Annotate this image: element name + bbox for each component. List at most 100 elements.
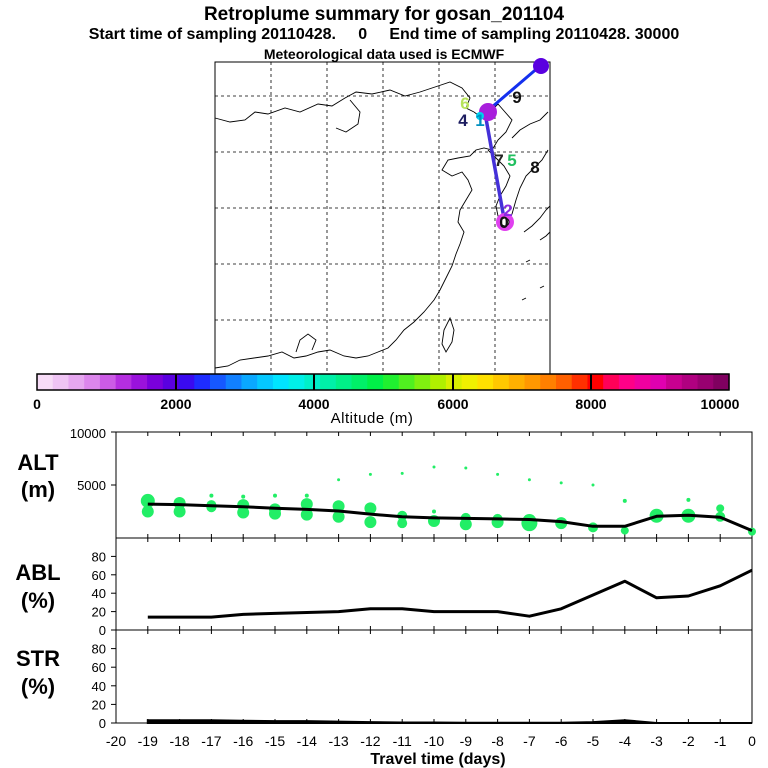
plume-cluster-point (332, 510, 345, 523)
colorbar-tick-label: 0 (33, 396, 41, 412)
y-tick-label: 0 (99, 716, 106, 731)
x-tick-label: -7 (523, 733, 536, 749)
plume-cluster-point (397, 518, 408, 529)
panel-title: STR (16, 646, 60, 671)
x-tick-label: -10 (424, 733, 444, 749)
plume-cluster-point (141, 505, 154, 518)
day-label: 6 (460, 94, 469, 113)
y-tick-label: 80 (92, 642, 106, 657)
panel-units: (m) (21, 477, 55, 502)
x-tick-label: -13 (328, 733, 348, 749)
colorbar-cell (257, 374, 274, 390)
y-tick-label: 80 (92, 549, 106, 564)
day-label: 2 (503, 201, 512, 220)
x-tick-label: -3 (650, 733, 663, 749)
y-tick-label: 0 (99, 623, 106, 638)
x-tick-label: -16 (233, 733, 253, 749)
colorbar-cell (540, 374, 557, 390)
x-tick-label: -2 (682, 733, 695, 749)
x-tick-label: -19 (138, 733, 158, 749)
colorbar-cell (99, 374, 117, 390)
colorbar-cell (68, 374, 85, 390)
plume-cluster-point (686, 497, 691, 502)
x-axis-label: Travel time (days) (370, 751, 505, 768)
colorbar-cell (351, 374, 368, 390)
y-tick-label: 5000 (77, 478, 106, 493)
y-tick-label: 10000 (70, 426, 106, 441)
series-area (146, 719, 752, 724)
page-title: Retroplume summary for gosan_201104 (203, 4, 565, 25)
plume-cluster-point (464, 466, 468, 470)
colorbar-cell (430, 374, 447, 390)
colorbar-cell (37, 374, 54, 390)
colorbar-cell (320, 374, 337, 390)
x-tick-label: -12 (360, 733, 380, 749)
colorbar-tick-label: 2000 (160, 396, 191, 412)
plume-cluster-point (527, 478, 531, 482)
plume-cluster-point (237, 506, 250, 519)
day-label: 5 (507, 151, 516, 170)
plume-cluster-point (273, 493, 277, 498)
colorbar-cell (52, 374, 70, 390)
series-line (147, 502, 753, 532)
day-label: 0 (499, 213, 508, 232)
colorbar-cell (571, 374, 589, 390)
panel-title: ALT (17, 450, 59, 475)
x-tick-label: -15 (265, 733, 285, 749)
colorbar-cell (461, 374, 478, 390)
colorbar-tick-label: 6000 (437, 396, 468, 412)
y-tick-label: 60 (92, 660, 106, 675)
x-tick-label: -11 (393, 733, 412, 749)
plume-cluster-point (559, 481, 563, 485)
y-tick-label: 20 (92, 605, 106, 620)
y-tick-label: 60 (92, 568, 106, 583)
x-tick-label: -17 (201, 733, 221, 749)
panel-title: ABL (15, 560, 60, 585)
day-label: 4 (458, 111, 468, 130)
colorbar-cell (272, 374, 290, 390)
met-data-line: Meteorological data used is ECMWF (263, 46, 505, 62)
str-panel-frame (115, 629, 753, 724)
colorbar-cell (367, 374, 384, 390)
colorbar-cell (713, 374, 730, 390)
panel-units: (%) (21, 674, 55, 699)
day-labels: 64 1 9 7 5 8 02 (458, 88, 539, 232)
colorbar-cell (556, 374, 573, 390)
x-tick-label: -6 (555, 733, 568, 749)
plume-cluster-point (400, 471, 404, 475)
colorbar-cell (115, 374, 132, 390)
trajectory-lines (483, 64, 542, 226)
day-label: 8 (530, 158, 539, 177)
y-tick-label: 40 (92, 586, 106, 601)
day-label: 7 (494, 151, 503, 170)
x-tick-label: 0 (748, 733, 756, 749)
colorbar-cell (493, 374, 510, 390)
colorbar-cell (178, 374, 195, 390)
y-tick-label: 20 (92, 697, 106, 712)
plume-cluster-point (300, 498, 313, 511)
sampling-time-line: Start time of sampling 20110428. 0 End t… (88, 26, 680, 43)
colorbar-cell (335, 374, 353, 390)
x-tick-label: -14 (297, 733, 317, 749)
colorbar-cell (131, 374, 148, 390)
colorbar-cell (524, 374, 541, 390)
panel-units: (%) (21, 588, 55, 613)
series-line (147, 568, 753, 619)
colorbar-cell (477, 374, 494, 390)
y-tick-label: 40 (92, 679, 106, 694)
plume-cluster-point (496, 472, 500, 476)
x-tick-label: -1 (714, 733, 727, 749)
x-tick-label: -8 (491, 733, 504, 749)
plume-cluster-point (716, 504, 725, 513)
plume-cluster-point (364, 502, 377, 515)
x-tick-label: -4 (619, 733, 632, 749)
colorbar-cell (587, 374, 604, 390)
plume-cluster-point (368, 472, 372, 476)
altitude-colorbar: 0 2000 4000 6000 8000 10000 Altitude (m) (33, 373, 740, 427)
colorbar-cell (681, 374, 699, 390)
x-tick-label: -18 (169, 733, 189, 749)
plume-cluster-point (300, 508, 313, 521)
trajectory-points (476, 58, 549, 231)
x-tick-label: -20 (106, 733, 126, 749)
plume-cluster-point (209, 493, 214, 498)
